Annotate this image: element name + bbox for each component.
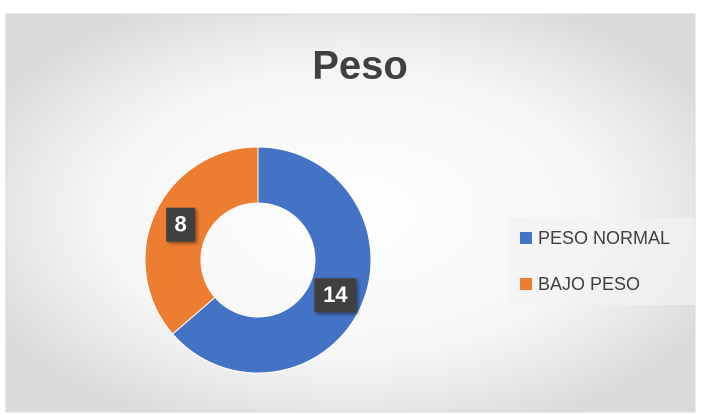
legend-swatch: [520, 278, 532, 290]
legend-swatch: [520, 232, 532, 244]
chart-title: Peso: [312, 44, 408, 88]
legend-label: BAJO PESO: [538, 274, 640, 294]
data-label-box: [314, 278, 357, 313]
data-label: 14: [323, 282, 348, 307]
donut-slice: [171, 146, 372, 374]
data-label-box: [166, 207, 196, 242]
donut-slice: [144, 146, 259, 335]
data-label: 8: [175, 212, 187, 237]
legend-label: PESO NORMAL: [538, 228, 670, 248]
legend-box: [508, 218, 695, 305]
